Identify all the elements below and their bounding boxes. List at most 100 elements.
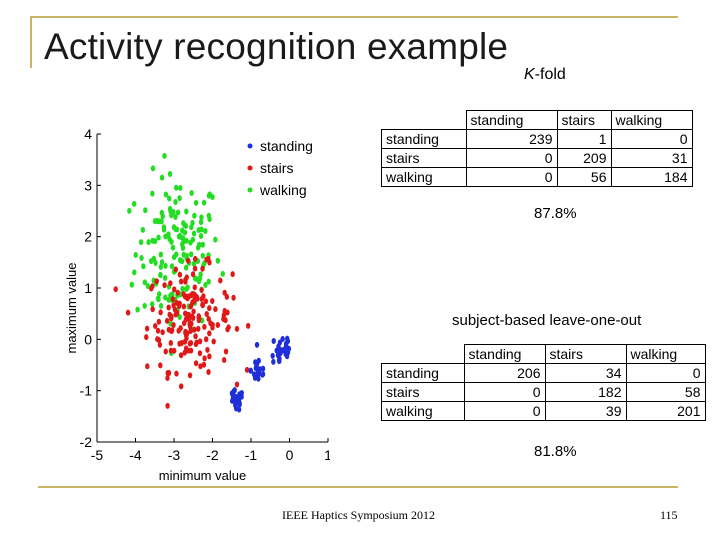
data-point-stairs — [197, 338, 203, 345]
kfold-cell: 0 — [465, 167, 558, 187]
subtitle-k: K — [524, 66, 535, 83]
data-point-walking — [198, 233, 204, 240]
data-point-walking — [138, 239, 144, 246]
data-point-stairs — [197, 315, 202, 322]
data-point-stairs — [221, 357, 227, 364]
data-point-stairs — [182, 338, 188, 345]
data-point-walking — [190, 219, 195, 226]
data-point-stairs — [193, 255, 198, 262]
loo-row-label: stairs — [381, 382, 465, 402]
y-axis-label: maximum value — [64, 262, 79, 353]
data-point-stairs — [215, 322, 221, 329]
data-point-stairs — [203, 298, 209, 305]
data-point-stairs — [177, 300, 182, 307]
data-point-stairs — [223, 348, 229, 355]
data-point-stairs — [198, 363, 203, 370]
data-point-stairs — [193, 333, 198, 340]
data-point-stairs — [234, 381, 240, 388]
data-point-stairs — [192, 284, 197, 291]
data-point-stairs — [156, 337, 162, 344]
table-row: stairs 0 182 58 — [381, 382, 706, 402]
data-point-walking — [150, 237, 155, 244]
data-point-stairs — [210, 298, 215, 305]
loo-cell: 206 — [463, 363, 546, 383]
data-point-walking — [198, 219, 204, 226]
data-point-stairs — [191, 298, 197, 305]
data-point-walking — [207, 192, 213, 199]
data-point-stairs — [144, 325, 150, 332]
kfold-row-label: walking — [381, 167, 467, 187]
data-point-walking — [181, 251, 186, 258]
data-point-walking — [179, 241, 185, 248]
kfold-cell: 0 — [465, 148, 558, 168]
data-point-walking — [156, 296, 161, 303]
data-point-walking — [133, 251, 138, 258]
frame-left-rule — [30, 16, 32, 68]
data-point-stairs — [189, 320, 194, 327]
data-point-walking — [135, 306, 140, 313]
data-point-stairs — [192, 265, 198, 272]
data-point-walking — [131, 200, 137, 207]
loo-cell: 34 — [544, 363, 627, 383]
data-point-walking — [158, 251, 164, 258]
kfold-cell: 239 — [465, 129, 558, 149]
data-point-walking — [173, 213, 178, 220]
data-point-stairs — [201, 361, 207, 368]
legend-marker-standing — [247, 143, 253, 149]
data-point-walking — [199, 226, 204, 233]
data-point-standing — [251, 371, 257, 378]
data-point-walking — [173, 199, 178, 206]
data-point-stairs — [169, 315, 174, 322]
loo-cell: 182 — [544, 382, 627, 402]
data-point-stairs — [190, 271, 196, 278]
data-point-walking — [178, 185, 183, 192]
data-point-stairs — [178, 278, 184, 285]
data-point-stairs — [199, 286, 204, 293]
data-point-walking — [143, 207, 148, 214]
data-point-standing — [284, 353, 290, 360]
data-point-stairs — [186, 315, 192, 322]
data-point-stairs — [178, 352, 184, 359]
data-point-standing — [277, 358, 282, 365]
x-tick-label: -5 — [91, 447, 104, 463]
loo-confusion-matrix: standing stairs walking standing 206 34 … — [381, 344, 706, 421]
data-point-stairs — [202, 323, 207, 330]
x-tick-label: -1 — [245, 447, 258, 463]
data-point-stairs — [173, 311, 178, 318]
data-point-walking — [167, 236, 172, 243]
data-point-stairs — [188, 347, 194, 354]
page-number: 115 — [660, 508, 678, 522]
kfold-col-header: standing — [465, 110, 558, 130]
data-point-stairs — [218, 277, 223, 284]
loo-col-header: standing — [463, 344, 546, 364]
data-point-walking — [163, 294, 168, 301]
slide-title: Activity recognition example — [44, 26, 509, 67]
data-point-walking — [156, 234, 161, 241]
data-point-walking — [171, 209, 176, 216]
data-point-stairs — [170, 296, 176, 303]
data-point-standing — [280, 347, 285, 354]
data-point-stairs — [244, 366, 250, 373]
kfold-header-row: standing stairs walking — [382, 110, 693, 130]
data-point-stairs — [204, 336, 209, 343]
data-point-walking — [156, 291, 162, 298]
data-point-walking — [159, 174, 165, 181]
x-tick-label: 0 — [286, 447, 294, 463]
data-point-walking — [182, 222, 187, 229]
data-point-walking — [127, 207, 132, 214]
kfold-cell: 184 — [610, 167, 693, 187]
loo-cell: 0 — [463, 401, 546, 421]
data-point-walking — [132, 269, 137, 276]
data-point-standing — [260, 371, 265, 378]
data-point-walking — [180, 285, 185, 292]
data-point-walking — [150, 165, 156, 172]
y-tick-label: -2 — [80, 434, 93, 450]
loo-cell: 58 — [625, 382, 706, 402]
data-point-stairs — [158, 309, 163, 316]
data-point-stairs — [177, 271, 183, 278]
data-point-standing — [260, 365, 266, 372]
data-point-walking — [182, 229, 188, 236]
data-point-standing — [271, 337, 276, 344]
x-tick-label: -4 — [129, 447, 142, 463]
data-point-stairs — [160, 329, 165, 336]
